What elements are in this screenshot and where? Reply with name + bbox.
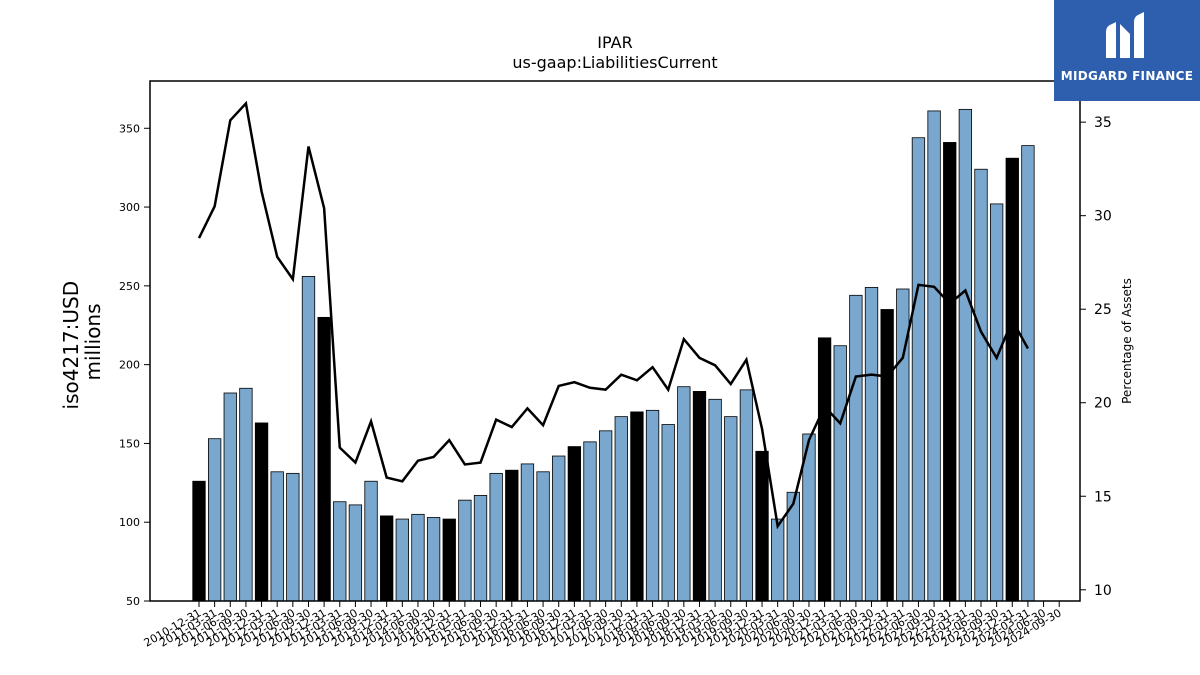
bar bbox=[458, 499, 472, 602]
y2-tick-label: 25 bbox=[1094, 302, 1112, 318]
bar bbox=[598, 430, 613, 602]
y2-axis-label: Percentage of Assets bbox=[1120, 278, 1134, 404]
x-axis: 2010-12-312011-03-312011-06-302011-09-30… bbox=[142, 601, 1064, 650]
chart-title: IPAR bbox=[597, 33, 632, 52]
y-axis-left: 50 100 150 200 250 300 350 bbox=[119, 122, 150, 608]
bar bbox=[207, 438, 222, 602]
bar bbox=[223, 392, 237, 602]
percentage-line bbox=[197, 100, 1030, 530]
bar bbox=[974, 168, 988, 602]
bar bbox=[254, 422, 269, 602]
bar bbox=[708, 398, 722, 602]
bar bbox=[677, 386, 691, 602]
bar bbox=[943, 142, 957, 602]
bar bbox=[739, 389, 754, 602]
bar bbox=[630, 411, 644, 602]
bar bbox=[614, 416, 628, 602]
y-tick-label: 50 bbox=[126, 595, 140, 608]
bar bbox=[864, 287, 879, 602]
bar bbox=[270, 471, 284, 602]
bar bbox=[364, 480, 378, 602]
bar bbox=[192, 480, 206, 602]
y-tick-label: 200 bbox=[119, 359, 140, 372]
bar bbox=[552, 455, 566, 602]
bar bbox=[1021, 145, 1035, 602]
bar bbox=[505, 469, 519, 602]
bar bbox=[442, 518, 456, 602]
bar bbox=[473, 495, 488, 602]
bar bbox=[755, 450, 769, 602]
bar bbox=[833, 345, 847, 602]
bar bbox=[911, 137, 926, 602]
logo: MIDGARD FINANCE bbox=[1054, 0, 1200, 101]
bar bbox=[583, 441, 597, 602]
bar bbox=[380, 515, 394, 602]
y-tick-label: 350 bbox=[119, 122, 140, 135]
y2-tick-label: 20 bbox=[1094, 396, 1112, 412]
y-tick-label: 300 bbox=[119, 201, 140, 214]
bar bbox=[567, 446, 582, 602]
y2-tick-label: 30 bbox=[1094, 209, 1112, 225]
bar bbox=[771, 518, 785, 602]
bar bbox=[395, 518, 409, 602]
bar bbox=[301, 275, 316, 602]
bar bbox=[426, 517, 441, 602]
bar bbox=[348, 504, 363, 602]
y-axis-label: iso4217:USD millions bbox=[59, 275, 105, 410]
plot-frame bbox=[149, 80, 1081, 602]
bar bbox=[645, 409, 660, 602]
bar bbox=[286, 472, 300, 602]
bar bbox=[333, 501, 347, 602]
bar bbox=[536, 471, 550, 602]
y-tick-label: 100 bbox=[119, 516, 140, 529]
bar bbox=[958, 108, 973, 602]
logo-mark-icon bbox=[1106, 12, 1144, 58]
y2-tick-label: 15 bbox=[1094, 489, 1112, 505]
bar bbox=[927, 110, 941, 602]
bar bbox=[724, 416, 738, 602]
bar bbox=[317, 316, 331, 602]
logo-text: MIDGARD FINANCE bbox=[1060, 69, 1194, 83]
bar bbox=[1005, 157, 1019, 602]
bar bbox=[661, 424, 675, 602]
y-tick-label: 150 bbox=[119, 437, 140, 450]
y-tick-label: 250 bbox=[119, 280, 140, 293]
chart-subtitle: us-gaap:LiabilitiesCurrent bbox=[512, 53, 717, 72]
bar bbox=[989, 203, 1004, 602]
y2-tick-label: 10 bbox=[1094, 583, 1112, 599]
bar bbox=[692, 391, 707, 602]
bar bbox=[411, 513, 425, 602]
bar bbox=[817, 337, 832, 602]
y2-tick-label: 35 bbox=[1094, 115, 1112, 131]
bar bbox=[489, 472, 503, 602]
bar bbox=[880, 309, 894, 602]
bar bbox=[849, 294, 863, 602]
y-axis-right: 10 15 20 25 30 35 bbox=[1080, 115, 1112, 599]
bar bbox=[239, 387, 253, 602]
bar bbox=[520, 463, 535, 602]
